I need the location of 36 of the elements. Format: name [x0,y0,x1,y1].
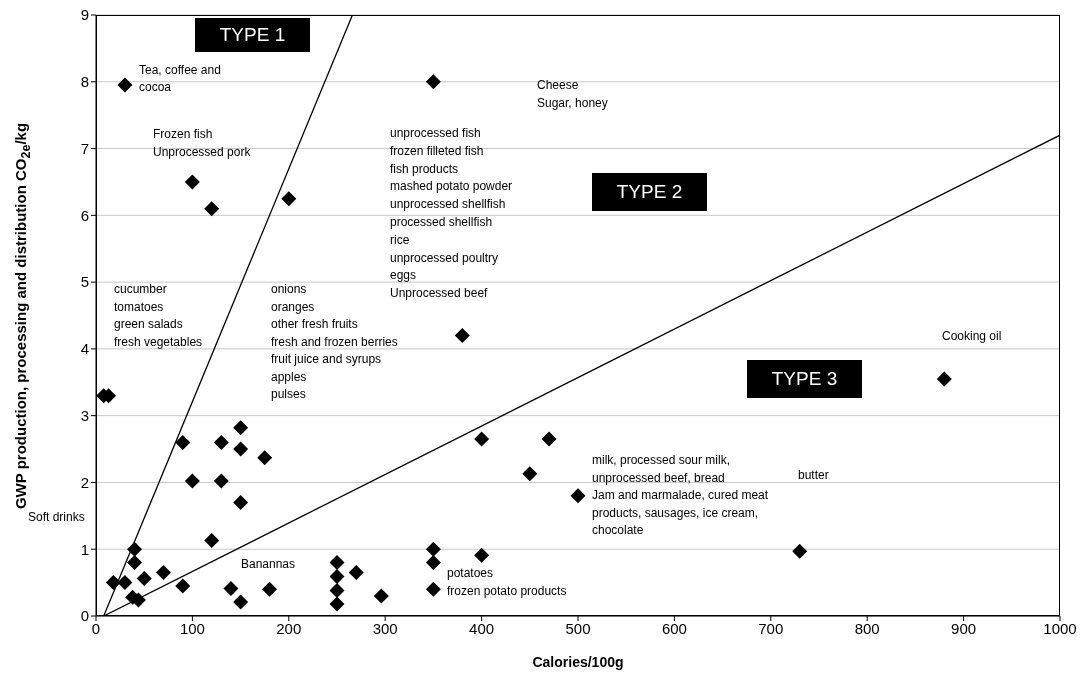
y-tick-label: 4 [80,340,89,358]
y-tick-label: 3 [80,406,89,424]
x-tick-label: 0 [91,619,101,637]
y-tick-label: 7 [80,139,89,157]
x-tick-label: 400 [469,619,495,637]
x-tick-label: 300 [372,619,398,637]
x-axis-title: Calories/100g [531,654,625,670]
y-tick-label: 5 [80,273,89,291]
x-tick-label: 500 [565,619,591,637]
text: Soft drinks [28,509,85,526]
text: unprocessed fish frozen filleted fish fish products mashed potato powder unprocessed shellfish processed shellfish rice unprocessed poultry eggs Unprocessed beef [390,126,513,301]
annotation: Frozen fish Unprocessed pork [153,126,251,161]
annotation: Cheese Sugar, honey [537,77,608,112]
y-tick-label: 9 [80,6,89,24]
x-tick-label: 600 [661,619,687,637]
annotation: Cooking oil [942,328,1002,345]
y-tick-label: 1 [80,540,89,558]
x-tick-label: 900 [951,619,977,637]
y-tick-label: 6 [80,206,89,224]
y-tick-label: 0 [80,607,89,625]
annotation: TYPE 2 [592,173,707,211]
annotation: TYPE 3 [747,360,862,398]
x-tick-label: 700 [758,619,784,637]
x-tick-label: 200 [276,619,302,637]
annotation: potatoes frozen potato products [447,565,567,600]
annotation: milk, processed sour milk, unprocessed beef, bread Jam and marmalade, cured meat products, sausages, ice cream, chocolate [592,452,769,539]
y-tick-label: 2 [80,473,89,491]
annotation: Tea, coffee and cocoa [139,62,221,96]
x-tick-label: 100 [179,619,205,637]
annotation: Banannas [241,556,296,573]
x-tick-label: 800 [854,619,880,637]
x-tick-label: 1000 [1043,619,1077,637]
annotation: cucumber tomatoes green salads fresh vegetables [114,281,203,351]
annotation: butter [798,467,829,484]
annotation: TYPE 1 [195,18,310,52]
y-tick-label: 8 [80,73,89,91]
